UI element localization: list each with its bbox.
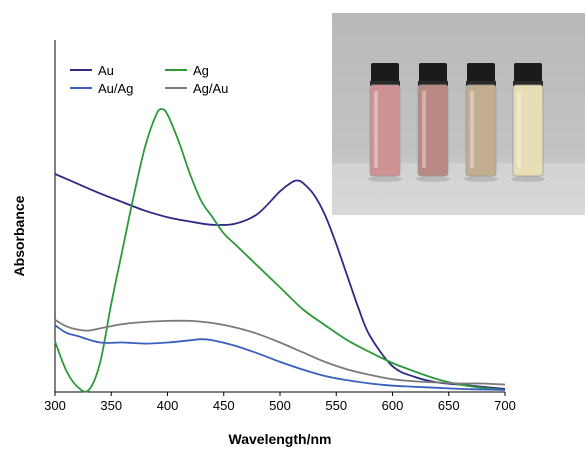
series-line-ag bbox=[54, 108, 506, 393]
vial-1 bbox=[368, 63, 402, 182]
inset-photo bbox=[332, 13, 585, 215]
vial-body bbox=[465, 84, 497, 177]
x-ticks: 300 350 400 450 500 550 600 650 700 bbox=[44, 392, 516, 413]
x-tick-label: 500 bbox=[269, 398, 291, 413]
vial-2 bbox=[416, 63, 450, 182]
series-line-au-ag bbox=[54, 324, 506, 391]
x-tick-label: 600 bbox=[382, 398, 404, 413]
x-tick-label: 550 bbox=[325, 398, 347, 413]
vial-neck bbox=[418, 81, 448, 86]
vial-shadow bbox=[511, 176, 545, 182]
vial-highlight bbox=[470, 91, 474, 168]
vial-shadow bbox=[464, 176, 498, 182]
vial-3 bbox=[464, 63, 498, 182]
legend: Au Ag Au/Ag Ag/Au bbox=[70, 63, 228, 96]
x-axis-title: Wavelength/nm bbox=[229, 431, 332, 447]
series-line-au bbox=[54, 173, 506, 390]
vial-4 bbox=[511, 63, 545, 182]
x-tick-label: 350 bbox=[100, 398, 122, 413]
vial-cap bbox=[419, 63, 447, 83]
vial-highlight bbox=[374, 91, 378, 168]
vial-highlight bbox=[517, 91, 521, 168]
x-tick-label: 700 bbox=[494, 398, 516, 413]
vial-body bbox=[512, 84, 544, 177]
vial-highlight bbox=[422, 91, 426, 168]
series-layer bbox=[54, 108, 506, 393]
x-tick-label: 450 bbox=[213, 398, 235, 413]
x-tick-label: 650 bbox=[438, 398, 460, 413]
legend-label: Ag bbox=[193, 63, 209, 78]
vial-cap bbox=[467, 63, 495, 83]
y-axis-title: Absorbance bbox=[11, 195, 27, 276]
vial-neck bbox=[466, 81, 496, 86]
legend-label: Au bbox=[98, 63, 114, 78]
vial-neck bbox=[513, 81, 543, 86]
legend-label: Ag/Au bbox=[193, 81, 228, 96]
vial-cap bbox=[514, 63, 542, 83]
vial-cap bbox=[371, 63, 399, 83]
vial-shadow bbox=[416, 176, 450, 182]
legend-label: Au/Ag bbox=[98, 81, 133, 96]
x-tick-label: 300 bbox=[44, 398, 66, 413]
x-tick-label: 400 bbox=[157, 398, 179, 413]
vial-body bbox=[369, 84, 401, 177]
series-line-ag-au bbox=[54, 319, 506, 386]
vial-shadow bbox=[368, 176, 402, 182]
vial-body bbox=[417, 84, 449, 177]
vial-neck bbox=[370, 81, 400, 86]
